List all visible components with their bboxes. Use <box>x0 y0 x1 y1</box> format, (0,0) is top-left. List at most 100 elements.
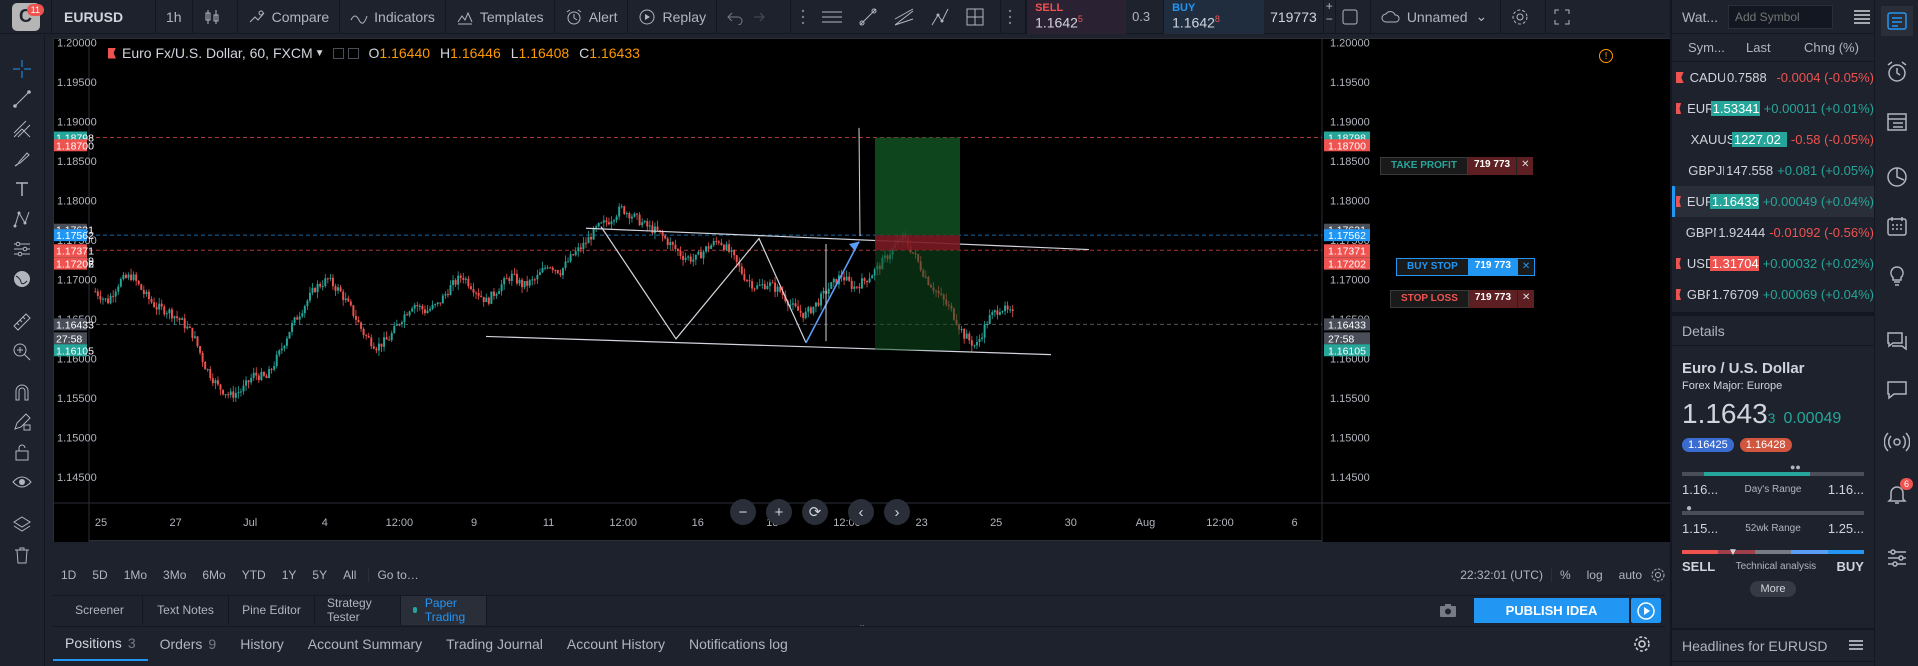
play-button[interactable] <box>1631 598 1661 623</box>
lock-drawings-tool[interactable] <box>10 440 34 464</box>
range-button-5d[interactable]: 5D <box>92 568 108 582</box>
plus-icon[interactable]: + <box>1325 0 1333 13</box>
buy-stop-order[interactable]: BUY STOP 719 773 ✕ <box>1396 258 1536 276</box>
order-panel-icon[interactable] <box>1885 546 1909 570</box>
flag-icon[interactable] <box>1676 196 1681 207</box>
profit-zone[interactable] <box>875 137 960 236</box>
buy-button[interactable]: BUY 1.16428 <box>1164 0 1265 34</box>
col-last[interactable]: Last <box>1746 40 1771 55</box>
watchlist-toggle[interactable] <box>1881 6 1913 36</box>
remove-drawings-tool[interactable] <box>10 543 34 567</box>
fullscreen-button[interactable] <box>1546 0 1584 34</box>
scroll-right-button[interactable]: › <box>884 499 910 525</box>
range-button-1y[interactable]: 1Y <box>281 568 297 582</box>
watchlist-row[interactable]: USDCA1.31704+0.00032 (+0.02%) <box>1672 248 1874 279</box>
collapse-handle[interactable]: ⌄ <box>858 619 866 629</box>
abcd-pattern[interactable] <box>600 226 807 344</box>
more-button[interactable]: More <box>1750 581 1796 597</box>
hide-drawings-tool[interactable] <box>10 470 34 494</box>
goto-button[interactable]: Go to… <box>368 568 426 582</box>
prediction-tool[interactable] <box>10 237 34 261</box>
alert-button[interactable]: Alert <box>555 0 629 34</box>
watchlist-title[interactable]: Wat... <box>1682 8 1719 25</box>
tab-strategy-tester[interactable]: Strategy Tester <box>315 595 401 625</box>
position-range[interactable] <box>875 250 960 351</box>
quantity-stepper[interactable]: + − <box>1324 0 1336 34</box>
calendar-icon[interactable] <box>1885 214 1909 238</box>
stay-drawing-tool[interactable] <box>10 410 34 434</box>
panel-tab-notifications-log[interactable]: Notifications log <box>677 627 800 661</box>
measure-icon[interactable] <box>965 7 985 27</box>
zoom-out-button[interactable]: − <box>730 499 756 525</box>
panel-tab-history[interactable]: History <box>228 627 296 661</box>
magnet-tool[interactable] <box>10 380 34 404</box>
flag-icon[interactable] <box>1676 72 1684 83</box>
technicals-label[interactable]: Technical analysis <box>1735 561 1817 572</box>
col-symbol[interactable]: Sym... <box>1688 40 1725 55</box>
layout-menu[interactable]: Unnamed ⌄ <box>1371 0 1501 34</box>
panel-tab-account-summary[interactable]: Account Summary <box>296 627 434 661</box>
gear-icon[interactable] <box>1650 567 1666 583</box>
trend-line-tool[interactable] <box>10 87 34 111</box>
tab-text-notes[interactable]: Text Notes <box>143 595 229 625</box>
pattern-icon[interactable] <box>930 7 950 27</box>
horizontal-lines-icon[interactable] <box>821 8 843 26</box>
reset-button[interactable]: ⟳ <box>802 499 828 525</box>
percent-toggle[interactable]: % <box>1550 568 1579 582</box>
camera-icon[interactable] <box>1439 602 1457 618</box>
scroll-left-button[interactable]: ‹ <box>848 499 874 525</box>
logo[interactable]: C 11 <box>0 0 52 34</box>
notifications-button[interactable]: 6 <box>1885 478 1914 508</box>
trend-line-lower[interactable] <box>485 335 1052 356</box>
templates-button[interactable]: Templates <box>446 0 555 34</box>
object-tree-tool[interactable] <box>10 513 34 537</box>
watchlist-row[interactable]: EURUS1.16433+0.00049 (+0.04%) <box>1672 186 1874 217</box>
price-chart[interactable]: 1.20000 1.20000 1.19500 1.19500 1.19000 1.190… <box>53 38 1675 542</box>
range-button-1mo[interactable]: 1Mo <box>123 568 148 582</box>
tab-paper-trading[interactable]: Paper Trading <box>401 595 487 625</box>
settings-icon[interactable] <box>332 47 344 59</box>
streams-icon[interactable] <box>1884 430 1910 454</box>
pattern-tool[interactable] <box>10 207 34 231</box>
hotlist-icon[interactable] <box>1885 165 1909 189</box>
details-header[interactable]: Details <box>1672 312 1874 346</box>
headlines-header[interactable]: Headlines for EURUSD <box>1672 628 1874 662</box>
compare-button[interactable]: Compare <box>238 0 341 34</box>
watchlist-row[interactable]: GBPNZ1.92444-0.01092 (-0.56%) <box>1672 217 1874 248</box>
panel-tab-account-history[interactable]: Account History <box>555 627 677 661</box>
trade-drag-handle[interactable] <box>1001 0 1027 34</box>
interval-button[interactable]: 1h <box>156 0 193 34</box>
tab-screener[interactable]: Screener <box>57 595 143 625</box>
panel-tab-trading-journal[interactable]: Trading Journal <box>434 627 555 661</box>
projection-arrow[interactable] <box>805 241 860 344</box>
watchlist-row[interactable]: XAUUS 1227.02 -0.58 (-0.05%) <box>1672 124 1874 155</box>
range-button-6mo[interactable]: 6Mo <box>202 568 226 582</box>
auto-toggle[interactable]: auto <box>1618 568 1642 582</box>
chat-icon[interactable] <box>1885 328 1909 352</box>
fullscreen-toggle[interactable] <box>1336 0 1371 34</box>
watchlist-row[interactable]: EURCA1.53341+0.00011 (+0.01%) <box>1672 93 1874 124</box>
publish-idea-button[interactable]: PUBLISH IDEA <box>1474 598 1629 623</box>
log-toggle[interactable]: log <box>1586 568 1603 582</box>
replay-button[interactable]: Replay <box>628 0 718 34</box>
range-button-ytd[interactable]: YTD <box>241 568 266 582</box>
quantity-field[interactable]: 719773 <box>1264 0 1324 34</box>
chart-title[interactable]: Euro Fx/U.S. Dollar, 60, FXCM <box>122 45 313 61</box>
trend-line-upper[interactable] <box>585 227 1090 251</box>
brush-tool[interactable] <box>10 147 34 171</box>
stop-loss-order[interactable]: STOP LOSS 719 773 ✕ <box>1390 290 1535 308</box>
panel-tab-positions[interactable]: Positions 3 <box>53 627 148 661</box>
alarm-clock-icon[interactable] <box>1885 60 1909 84</box>
take-profit-order[interactable]: TAKE PROFIT 719 773 ✕ <box>1380 157 1534 175</box>
minus-icon[interactable]: − <box>1325 11 1333 26</box>
settings-button[interactable] <box>1501 0 1546 34</box>
gear-icon[interactable] <box>1633 635 1651 653</box>
crosshair-tool[interactable] <box>10 57 34 81</box>
close-icon[interactable]: ✕ <box>1516 157 1534 175</box>
zoom-in-button[interactable]: + <box>766 499 792 525</box>
sell-button[interactable]: SELL 1.16425 <box>1026 0 1127 34</box>
trend-line-icon[interactable] <box>858 7 878 27</box>
list-menu-icon[interactable] <box>1848 639 1864 653</box>
icon-tool[interactable] <box>10 267 34 291</box>
flag-icon[interactable] <box>1676 258 1681 269</box>
